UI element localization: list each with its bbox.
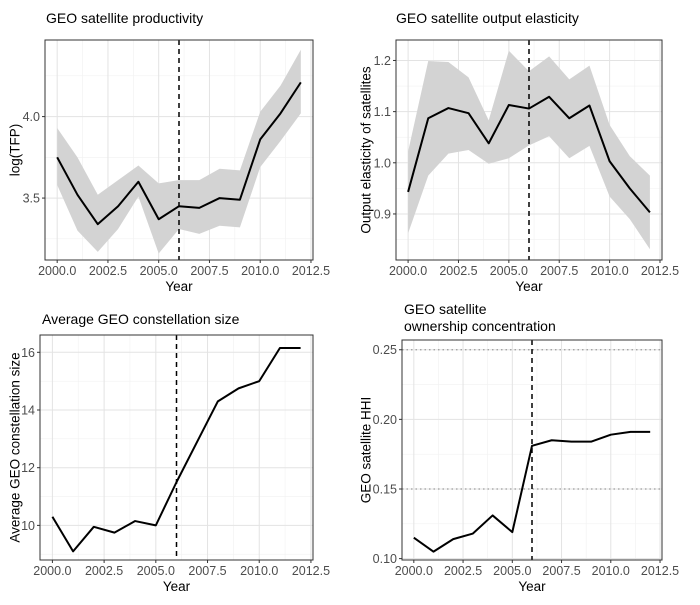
x-tick-label: 2007.5	[190, 264, 228, 278]
y-tick-label: 0.10	[373, 552, 397, 566]
x-tick-label: 2000.0	[395, 564, 433, 578]
x-tick-label: 2010.0	[241, 264, 279, 278]
y-axis-label: GEO satellite HHI	[359, 397, 374, 504]
x-tick-label: 2002.5	[439, 264, 477, 278]
chart-panel: 2000.0 2002.5 2005.0 2007.5 2010.0 2012.5 10 12…	[8, 311, 330, 594]
x-tick-label: 2010.0	[240, 564, 278, 578]
x-axis-label: Year	[165, 279, 193, 294]
x-tick-label: 2012.5	[292, 564, 330, 578]
y-tick-label: 16	[21, 346, 35, 360]
x-tick-label: 2000.0	[389, 264, 427, 278]
y-axis-label: Average GEO constellation size	[8, 352, 23, 542]
chart-title: GEO satellite productivity	[46, 10, 203, 26]
y-axis-label: log(TFP)	[8, 124, 23, 177]
y-tick-label: 1.2	[374, 54, 391, 68]
x-tick-label: 2005.0	[493, 564, 531, 578]
x-axis-label: Year	[515, 279, 543, 294]
y-tick-label: 10	[21, 519, 35, 533]
x-tick-label: 2007.5	[540, 264, 578, 278]
x-axis-label: Year	[163, 579, 191, 594]
chart-title: Average GEO constellation size	[42, 311, 240, 327]
x-tick-label: 2007.5	[542, 564, 580, 578]
y-tick-label: 14	[21, 404, 35, 418]
y-tick-label: 0.25	[373, 343, 397, 357]
x-tick-label: 2012.5	[641, 264, 679, 278]
x-tick-label: 2005.0	[137, 564, 175, 578]
x-tick-label: 2000.0	[33, 564, 71, 578]
x-tick-label: 2002.5	[85, 564, 123, 578]
x-tick-label: 2005.0	[140, 264, 178, 278]
chart-title: GEO satellite output elasticity	[396, 10, 579, 26]
y-tick-label: 0.20	[373, 413, 397, 427]
x-tick-label: 2012.5	[292, 264, 330, 278]
x-axis-label: Year	[518, 579, 546, 594]
y-axis-label: Output elasticity of satellites	[359, 66, 374, 234]
x-tick-label: 2002.5	[444, 564, 482, 578]
chart-panel: 2000.0 2002.5 2005.0 2007.5 2010.0 2012.5 3.5 4…	[8, 10, 330, 294]
x-tick-label: 2007.5	[188, 564, 226, 578]
y-tick-label: 4.0	[23, 110, 40, 124]
chart-panel: 2000.0 2002.5 2005.0 2007.5 2010.0 2012.5 0.9 1…	[359, 10, 679, 294]
x-tick-label: 2002.5	[89, 264, 127, 278]
x-tick-label: 2010.0	[590, 264, 628, 278]
y-tick-label: 3.5	[23, 192, 40, 206]
x-tick-label: 2005.0	[490, 264, 528, 278]
x-tick-label: 2012.5	[641, 564, 679, 578]
x-tick-label: 2000.0	[38, 264, 76, 278]
y-tick-label: 1.1	[374, 105, 391, 119]
chart-panel: 2000.0 2002.5 2005.0 2007.5 2010.0 2012.5 0.10…	[359, 301, 679, 594]
x-tick-label: 2010.0	[592, 564, 630, 578]
y-tick-label: 0.9	[374, 207, 391, 221]
y-tick-label: 1.0	[374, 156, 391, 170]
y-tick-label: 0.15	[373, 482, 397, 496]
y-tick-label: 12	[21, 461, 35, 475]
